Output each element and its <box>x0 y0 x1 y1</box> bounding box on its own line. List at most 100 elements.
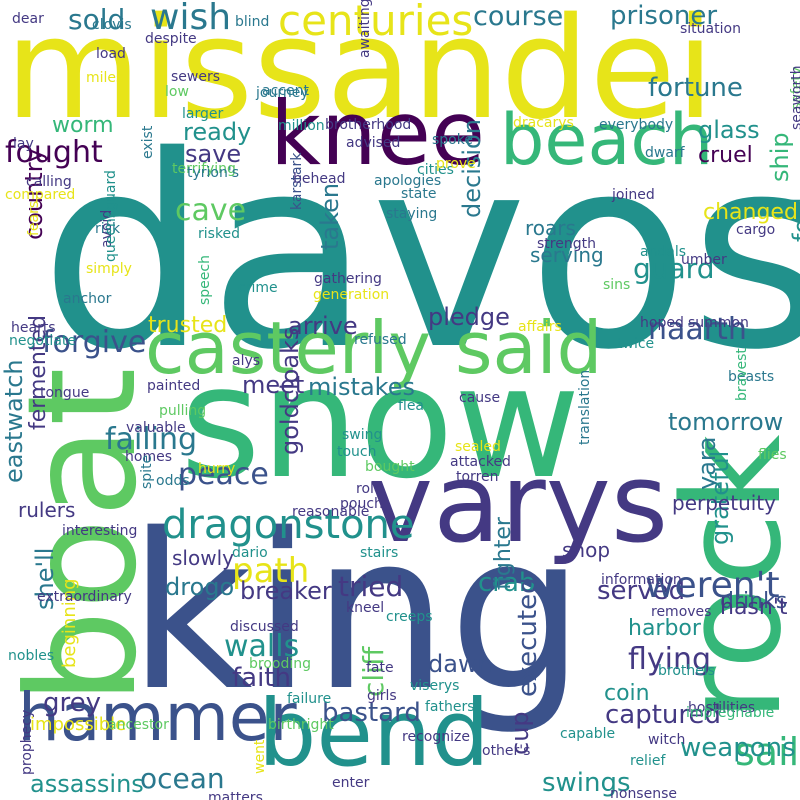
word-casterly: casterly <box>145 306 431 390</box>
word-executed: executed <box>513 577 543 697</box>
word-flea: flea <box>398 398 425 414</box>
word-knee: knee <box>270 82 486 185</box>
word-girls: girls <box>367 688 397 704</box>
word-queensguard: queensguard <box>103 170 119 262</box>
word-snow: snow <box>180 332 581 513</box>
word-capable: capable <box>560 726 616 742</box>
word-pulling: pulling <box>159 403 207 419</box>
word-arrive: arrive <box>288 312 358 340</box>
word-apologies: apologies <box>374 173 442 189</box>
word-dario: dario <box>232 545 268 561</box>
word-brotherhood: brotherhood <box>325 117 412 133</box>
word-nobles: nobles <box>8 648 55 664</box>
word-alys: alys <box>232 353 261 369</box>
word-risked: risked <box>198 226 241 242</box>
word-risk: risk <box>95 221 121 237</box>
word-negotiate: negotiate <box>9 333 76 349</box>
word-torren: torren <box>456 469 499 485</box>
word-state: state <box>401 186 437 202</box>
word-miles: miles <box>86 70 124 86</box>
word-ancestor: ancestor <box>108 717 169 733</box>
word-course: course <box>473 1 564 32</box>
word-simply: simply <box>86 261 132 277</box>
word-relief: relief <box>630 753 666 769</box>
word-captured: captured <box>605 700 722 730</box>
word-hammer: hammer <box>18 679 297 756</box>
word-clovis: clovis <box>92 17 132 33</box>
word-exist: exist <box>140 125 156 159</box>
word-taken: taken <box>316 182 344 250</box>
word-joined: joined <box>612 187 655 203</box>
word-ocean: ocean <box>140 762 225 795</box>
word-behead: behead <box>293 171 346 187</box>
word-faith: faith <box>232 663 291 693</box>
word-attacked: attacked <box>450 454 511 470</box>
word-fathers: fathers <box>425 699 475 715</box>
word-recognize: recognize <box>402 729 470 745</box>
word-advised: advised <box>346 135 401 151</box>
word-translation: translation <box>577 369 593 445</box>
word-pledge: pledge <box>428 303 510 331</box>
word-worm: worm <box>52 113 114 138</box>
word-davos: davos <box>40 100 800 408</box>
word-stairs: stairs <box>360 545 399 561</box>
word-said: said <box>455 306 603 390</box>
word-mistakes: mistakes <box>308 373 415 401</box>
word-nonsense: nonsense <box>610 786 677 800</box>
word-guard: guard <box>633 252 715 285</box>
word-ready: ready <box>183 118 252 146</box>
word-homes: homes <box>125 449 172 465</box>
word-twice: twice <box>617 336 655 352</box>
word-bend: bend <box>258 680 490 787</box>
word-situation: situation <box>680 21 741 37</box>
word-hurry: hurry <box>198 461 236 477</box>
word-witch: witch <box>648 732 686 748</box>
word-goldcloaks: goldcloaks <box>276 327 304 455</box>
word-impregnable: impregnable <box>686 705 775 721</box>
word-painted: painted <box>147 378 201 394</box>
word-crab: crab <box>478 568 536 598</box>
word-centuries: centuries <box>278 0 474 45</box>
word-other-s: other's <box>482 743 531 759</box>
word-accent: accent <box>262 83 309 99</box>
word-king: king <box>128 487 585 738</box>
word-umber: umber <box>681 252 727 268</box>
word-perpetuity: perpetuity <box>672 491 776 515</box>
word-sold: sold <box>68 3 126 36</box>
word-summon: summon <box>688 315 749 331</box>
word-weren-t: weren't <box>645 565 780 606</box>
word-everybody: everybody <box>599 117 674 133</box>
word-viserys: viserys <box>410 678 460 694</box>
word-generation: generation <box>313 287 390 303</box>
word-extraordinary: extraordinary <box>37 589 132 605</box>
word-assassins: assassins <box>30 770 144 798</box>
word-coin: coin <box>604 681 650 706</box>
word-served: served <box>597 576 686 606</box>
word-meet: meet <box>242 371 305 399</box>
word-odds: odds <box>156 473 190 489</box>
word-rulers: rulers <box>18 498 76 522</box>
word-hoped: hoped <box>640 315 684 331</box>
word-blind: blind <box>235 14 270 30</box>
word-dawn: dawn <box>428 650 493 678</box>
word-walls: walls <box>224 629 300 664</box>
word-sewers: sewers <box>171 69 221 85</box>
word-refused: refused <box>354 332 407 348</box>
word-awaiting: awaiting <box>357 0 373 58</box>
word-bastard: bastard <box>322 698 421 728</box>
word-wish: wish <box>150 0 232 38</box>
word-speech: speech <box>197 255 213 305</box>
word-despite: despite <box>145 31 197 47</box>
word-pouch: pouch <box>340 496 383 512</box>
word-bought: bought <box>365 459 415 475</box>
word-crime: crime <box>238 280 278 296</box>
word-missandei: missandei <box>5 0 715 151</box>
word-eastwatch: eastwatch <box>0 359 28 483</box>
word-peace: peace <box>178 457 269 492</box>
word-roars: roars <box>525 216 576 240</box>
word-hostilities: hostilities <box>688 700 756 716</box>
word-fought: fought <box>5 135 103 170</box>
word-affairs: affairs <box>518 319 562 335</box>
word-changed: changed <box>703 200 798 225</box>
